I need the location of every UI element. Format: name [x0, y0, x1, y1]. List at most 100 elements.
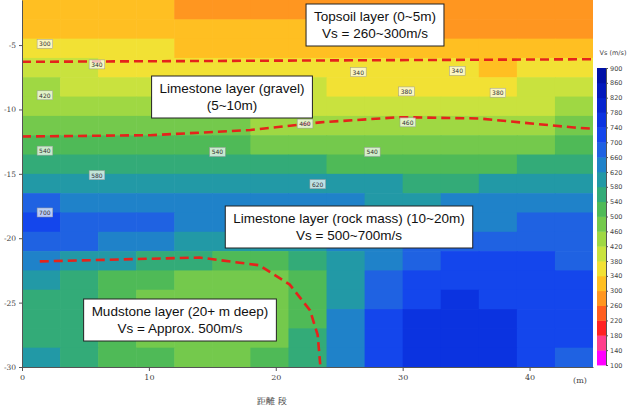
contour-label-box [37, 39, 53, 48]
tick-mark [19, 109, 22, 110]
heatmap-cell [212, 39, 251, 59]
tick: -5 [9, 41, 22, 50]
heatmap-cell [327, 77, 366, 97]
heatmap-cell [60, 116, 99, 136]
tick-mark [19, 45, 22, 46]
heatmap-cell [555, 328, 593, 348]
tick-mark [606, 350, 608, 351]
heatmap-cell [250, 0, 289, 20]
heatmap-cell [174, 19, 213, 39]
heatmap-cell [555, 348, 593, 367]
tick-label: 20 [271, 373, 281, 382]
colorbar-band [597, 217, 606, 232]
heatmap-cell [517, 155, 556, 175]
tick-mark [22, 367, 23, 371]
heatmap-cell [136, 135, 175, 155]
heatmap-cell [212, 19, 251, 39]
contour-label-text: 620 [312, 181, 324, 188]
heatmap-cell [136, 193, 175, 213]
heatmap-cell [60, 135, 99, 155]
heatmap-cell [517, 270, 556, 290]
heatmap-cell [327, 290, 366, 310]
contour-label-box [364, 147, 380, 156]
heatmap-cell [136, 212, 175, 232]
tick-label: 820 [610, 94, 622, 102]
tick-mark [606, 98, 608, 99]
heatmap-cell [98, 97, 137, 117]
heatmap-cell [555, 97, 593, 117]
heatmap-cell [517, 0, 556, 20]
tick: 300 [606, 287, 622, 295]
tick-label: 340 [610, 272, 622, 280]
heatmap-cell [517, 135, 556, 155]
heatmap-cell [250, 348, 289, 367]
heatmap-cell [98, 0, 137, 20]
heatmap-cell [365, 309, 404, 329]
heatmap-cell [327, 135, 366, 155]
heatmap-cell [174, 251, 213, 271]
tick-label: -25 [4, 299, 16, 308]
tick-mark [606, 291, 608, 292]
heatmap-cell [403, 328, 442, 348]
colorbar-band [597, 335, 606, 350]
heatmap-cell [365, 116, 404, 136]
heatmap-cell [365, 251, 404, 271]
tick-label: 740 [610, 124, 622, 132]
x-axis: 010203040 [20, 367, 594, 382]
annotation-text: Vs = Approx. 500m/s [118, 321, 243, 336]
tick-label: 30 [398, 373, 408, 382]
axis-line [22, 1, 23, 368]
contour-label-text: 540 [39, 147, 51, 154]
tick-label: 40 [525, 373, 535, 382]
heatmap-cell [555, 309, 593, 329]
tick-label: -20 [4, 234, 16, 243]
heatmap-cell [327, 251, 366, 271]
heatmap-cell [441, 19, 480, 39]
tick-label: 10 [144, 373, 154, 382]
contour-label-box [450, 66, 466, 75]
tick-mark [606, 276, 608, 277]
tick: 380 [606, 258, 622, 266]
heatmap-cell [403, 251, 442, 271]
heatmap-cell [60, 270, 99, 290]
contour-label-text: 340 [91, 61, 103, 68]
heatmap-cell [136, 116, 175, 136]
tick-mark [19, 303, 22, 304]
heatmap-cell [98, 135, 137, 155]
heatmap-cell [174, 212, 213, 232]
tick: 500 [606, 213, 622, 221]
heatmap-cell [22, 290, 61, 310]
heatmap-cell [250, 251, 289, 271]
heatmap-cell [517, 328, 556, 348]
tick-mark [606, 246, 608, 247]
colorbar-band [597, 83, 606, 98]
colorbar-band [597, 113, 606, 128]
tick-label: -30 [4, 363, 16, 372]
heatmap-cell [517, 348, 556, 367]
contour-label: 460 [400, 118, 416, 127]
contour-label-text: 420 [39, 92, 51, 99]
tick-mark [403, 367, 404, 371]
heatmap-cell [136, 251, 175, 271]
colorbar-band [597, 172, 606, 187]
contour-label-text: 340 [353, 69, 365, 76]
heatmap-cell [22, 155, 61, 175]
tick-mark [19, 238, 22, 239]
heatmap-cell [212, 251, 251, 271]
tick-mark [606, 68, 608, 69]
heatmap-cell [212, 0, 251, 20]
heatmap-cell [403, 155, 442, 175]
heatmap-cell [60, 19, 99, 39]
contour-label: 340 [450, 66, 466, 75]
heatmap-cell [136, 39, 175, 59]
tick-mark [606, 335, 608, 336]
heatmap-cell [250, 270, 289, 290]
tick: 620 [606, 169, 622, 177]
heatmap-cell [365, 135, 404, 155]
contour-label-box [297, 119, 313, 128]
heatmap-cell [22, 116, 61, 136]
heatmap-cell [60, 251, 99, 271]
heatmap-cell [517, 116, 556, 136]
tick-mark [19, 367, 22, 368]
heatmap-cell [327, 155, 366, 175]
